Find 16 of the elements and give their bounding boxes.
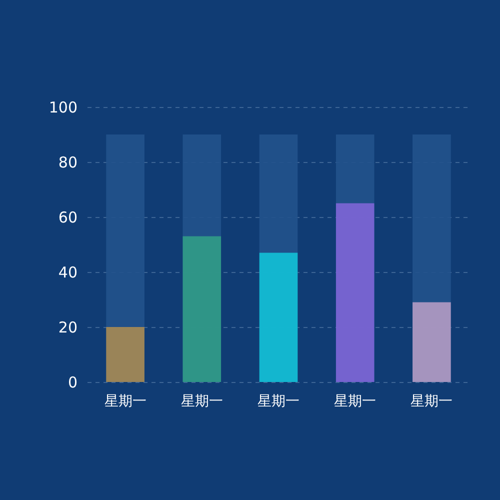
x-tick-label: 星期一 (104, 394, 146, 410)
x-tick-label: 星期一 (258, 394, 300, 410)
x-tick-label: 星期一 (334, 394, 376, 410)
bar (182, 236, 222, 382)
y-tick-label: 100 (48, 98, 78, 116)
bar (336, 203, 374, 382)
bar (412, 302, 451, 382)
y-tick-label: 20 (58, 318, 78, 336)
y-tick-label: 80 (58, 154, 78, 172)
y-tick-label: 40 (58, 264, 78, 282)
bar (106, 327, 144, 382)
y-tick-label: 60 (58, 208, 78, 226)
y-tick-label: 0 (68, 374, 78, 392)
bar (259, 252, 298, 382)
x-tick-label: 星期一 (180, 394, 223, 410)
x-tick-label: 星期一 (410, 394, 453, 410)
